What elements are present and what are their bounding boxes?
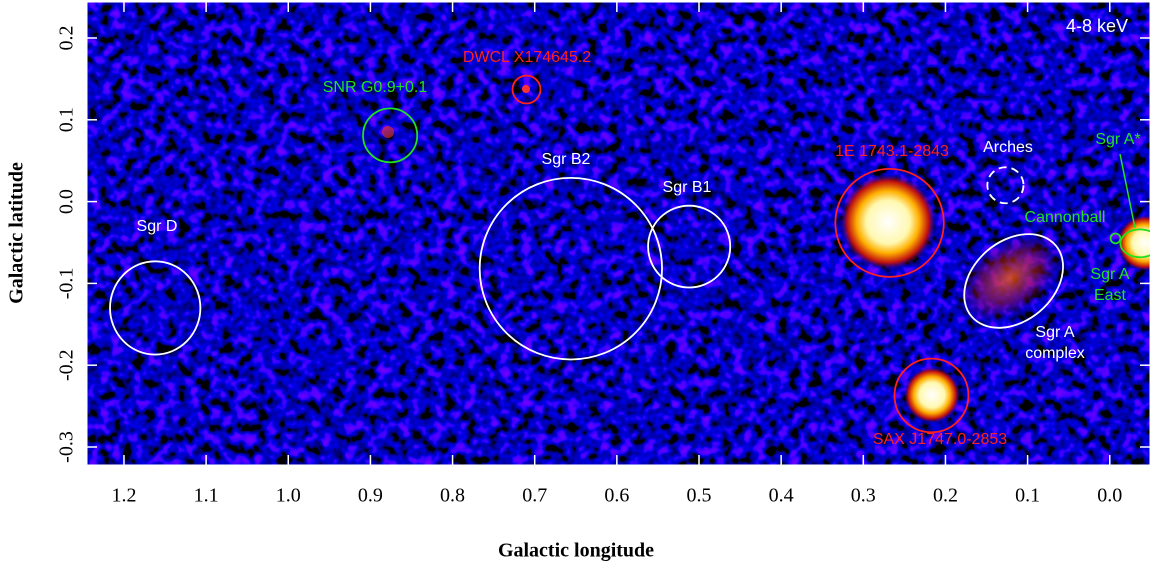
plot-frame	[86, 1, 1151, 466]
region-label: SNR G0.9+0.1	[323, 79, 428, 96]
x-tick-label: 0.4	[769, 485, 794, 507]
region-label: Sgr B2	[542, 151, 591, 168]
region-label: Sgr B1	[663, 179, 712, 196]
x-tick-label: 0.7	[522, 485, 547, 507]
region-label: 1E 1743.1-2843	[835, 143, 949, 160]
x-tick-label: 1.0	[276, 485, 301, 507]
x-tick-label: 0.0	[1097, 485, 1122, 507]
sky-image	[87, 2, 1150, 465]
region-label: complex	[1025, 345, 1085, 362]
regions	[109, 74, 1150, 434]
x-tick-label: 0.3	[851, 485, 876, 507]
region-label: Sgr A*	[1095, 131, 1140, 148]
y-tick-label: -0.1	[56, 268, 78, 300]
region	[893, 357, 970, 434]
y-axis-title: Galactic latitude	[6, 162, 28, 304]
region	[1119, 228, 1150, 259]
region-label: Sgr D	[137, 218, 178, 235]
x-axis-title: Galactic longitude	[498, 540, 654, 562]
region	[1109, 232, 1122, 245]
x-tick-label: 0.2	[933, 485, 958, 507]
band-label: 4-8 keV	[1066, 16, 1128, 36]
region	[963, 233, 1064, 329]
region	[986, 166, 1025, 205]
region-label: Cannonball	[1025, 209, 1106, 226]
pointer	[1119, 153, 1136, 229]
y-tick-label: 0.0	[56, 189, 78, 214]
region-label: Arches	[983, 139, 1033, 156]
region	[109, 260, 202, 356]
x-tick-label: 1.2	[111, 485, 136, 507]
region	[511, 74, 542, 105]
x-tick-label: 0.1	[1015, 485, 1040, 507]
y-tick-label: -0.2	[56, 349, 78, 381]
x-tick-label: 1.1	[194, 485, 219, 507]
region	[647, 204, 732, 289]
y-tick-label: -0.3	[56, 431, 78, 463]
x-tick-label: 0.8	[440, 485, 465, 507]
x-tick-label: 0.6	[604, 485, 629, 507]
x-tick-label: 0.5	[687, 485, 712, 507]
region	[478, 176, 663, 361]
region	[834, 167, 945, 278]
x-tick-label: 0.9	[358, 485, 383, 507]
region-label: DWCL X174645.2	[463, 49, 591, 66]
y-tick-label: 0.1	[56, 107, 78, 132]
region-label: Sgr A	[1035, 324, 1074, 341]
region	[362, 107, 419, 164]
region-label: SAX J1747.0-2853	[873, 431, 1007, 448]
region-label: Sgr A	[1090, 266, 1129, 283]
y-tick-label: 0.2	[56, 25, 78, 50]
region-label: East	[1094, 287, 1127, 304]
